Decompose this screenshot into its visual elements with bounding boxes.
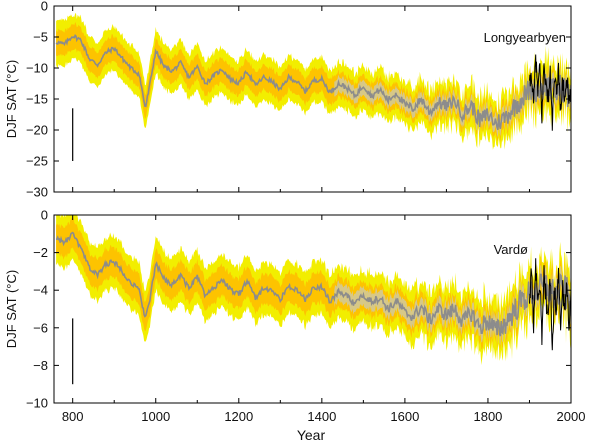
- y-axis-label: DJF SAT (°C): [4, 270, 19, 348]
- y-tick-label: −10: [26, 61, 48, 76]
- panel-vardo: 0 −2 −4 −6 −8 −10 800 1000 1200 1400 1600 1800 2000 D…: [4, 208, 586, 425]
- y-tick-label: −4: [33, 283, 48, 298]
- panel-longyearbyen: 0 −5 −10 −15 −20 −25 −30 DJF SAT (°C) Longyearby…: [4, 0, 572, 200]
- y-tick-label: −20: [26, 123, 48, 138]
- y-tick-label: −6: [33, 320, 48, 335]
- reconstruction-line: [56, 231, 571, 337]
- y-tick-label: −30: [26, 185, 48, 200]
- x-tick-label: 1400: [307, 409, 336, 424]
- y-tick-label: 0: [41, 0, 48, 14]
- x-tick-label: 800: [62, 409, 84, 424]
- station-label: Longyearbyen: [484, 30, 566, 45]
- x-tick-label: 1600: [390, 409, 419, 424]
- instrumental-line: [529, 54, 571, 131]
- x-axis-label: Year: [297, 427, 326, 443]
- y-tick-label: −5: [33, 30, 48, 45]
- x-tick-label: 1200: [224, 409, 253, 424]
- y-axis-label: DJF SAT (°C): [4, 60, 19, 138]
- reconstruction-line: [55, 33, 571, 131]
- plot-area: [55, 13, 571, 150]
- station-label: Vardø: [494, 242, 528, 257]
- x-tick-label: 1000: [141, 409, 170, 424]
- y-tick-label: −15: [26, 92, 48, 107]
- y-tick-label: −10: [26, 396, 48, 411]
- plot-frame: [53, 214, 572, 404]
- plot-area: [56, 215, 571, 366]
- x-tick-label: 1800: [473, 409, 502, 424]
- y-tick-label: −8: [33, 358, 48, 373]
- x-tick-label: 2000: [557, 409, 586, 424]
- y-tick-label: −2: [33, 245, 48, 260]
- instrumental-line: [529, 258, 571, 351]
- y-tick-label: 0: [41, 208, 48, 223]
- y-tick-label: −25: [26, 154, 48, 169]
